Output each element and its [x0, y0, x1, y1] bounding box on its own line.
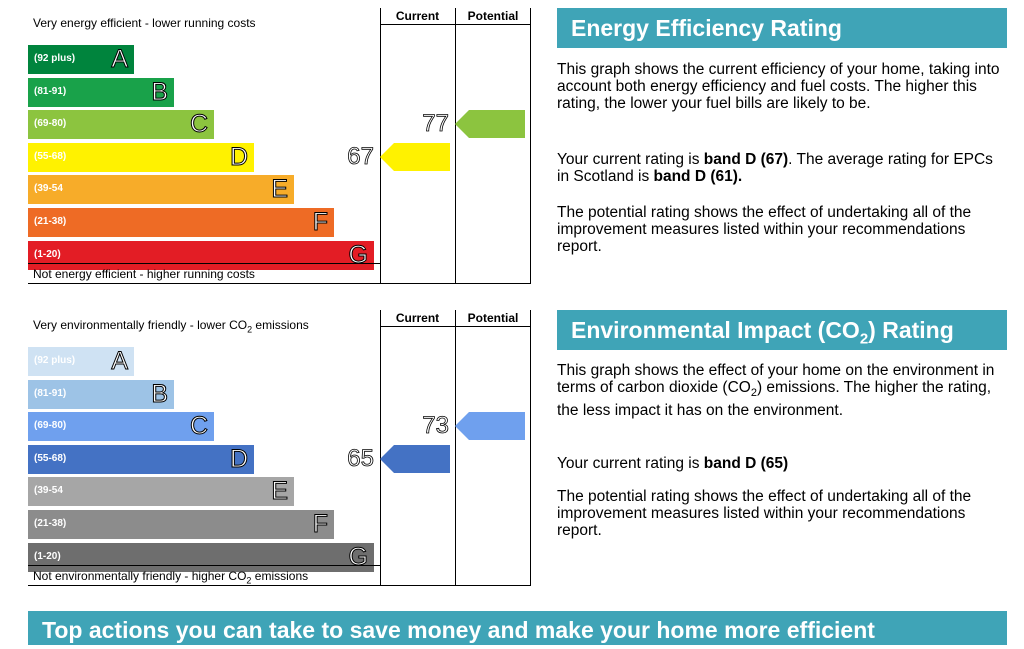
band-range: (21-38) [34, 518, 67, 529]
title-subscript: 2 [859, 330, 869, 348]
potential-rating-value: 77 [422, 110, 449, 138]
band-range: (39-54 [34, 485, 63, 497]
band-letter: D [229, 444, 248, 473]
text-part: This graph shows the effect of your home… [557, 362, 995, 396]
energy-current-rating-text: Your current rating is band D (67). The … [557, 151, 1007, 185]
band-c: (69-80) C [28, 110, 214, 140]
top-actions-heading: Top actions you can take to save money a… [28, 611, 1007, 645]
average-band: band D (61). [653, 168, 743, 185]
bottom-caption-end: emissions [251, 569, 309, 583]
band-range: (1-20) [34, 248, 61, 260]
band-g: (1-20) G [28, 240, 374, 270]
band-c: (69-80) C [28, 412, 214, 442]
band-range: (21-38) [34, 216, 67, 227]
band-range: (55-68) [34, 150, 67, 162]
band-e: (39-54 E [28, 477, 294, 507]
band-letter: G [348, 240, 368, 269]
band-range: (81-91) [34, 387, 67, 399]
text-part: Your current rating is [557, 455, 704, 472]
band-d: (55-68) D [28, 444, 254, 474]
top-caption: Very environmentally friendly - lower CO… [33, 318, 309, 334]
band-range: (69-80) [34, 420, 67, 432]
potential-header: Potential [467, 311, 519, 325]
title-text: Environmental Impact (CO [571, 317, 860, 343]
potential-rating-value: 73 [422, 412, 449, 440]
header-rule [380, 24, 531, 25]
band-a: (92 plus) A [28, 45, 134, 74]
header-rule [380, 326, 531, 327]
band-letter: E [271, 477, 289, 506]
text-part: ) emissions. The higher the rating, the … [557, 379, 992, 420]
band-letter: F [312, 208, 328, 237]
chart-frame [28, 8, 531, 284]
band-a: (92 plus) A [28, 347, 134, 376]
environmental-current-rating-text: Your current rating is band D (65) [557, 455, 1007, 472]
band-letter: D [229, 142, 248, 171]
text-subscript: 2 [750, 387, 757, 400]
band-range: (92 plus) [34, 355, 76, 366]
text-part: . The average rating for EPCs in Scotlan… [557, 151, 993, 185]
environmental-potential-text: The potential rating shows the effect of… [557, 488, 972, 539]
potential-column-divider [455, 8, 456, 284]
band-letter: E [271, 175, 289, 204]
text-part: Your current rating is [557, 151, 704, 168]
current-rating-value: 65 [347, 444, 374, 472]
band-letter: B [151, 77, 169, 106]
band-letter: G [348, 542, 368, 571]
potential-column-divider [455, 310, 456, 586]
band-d: (55-68) D [28, 142, 254, 172]
top-caption-text: Very environmentally friendly - lower CO [33, 318, 248, 332]
band-f: (21-38) F [28, 510, 334, 539]
band-e: (39-54 E [28, 175, 294, 205]
bottom-caption-subscript: 2 [246, 575, 252, 586]
band-range: (55-68) [34, 452, 67, 464]
bottom-caption: Not environmentally friendly - higher CO… [33, 569, 308, 585]
bottom-rule [28, 565, 380, 566]
top-caption: Very energy efficient - lower running co… [33, 16, 256, 30]
band-range: (1-20) [34, 550, 61, 562]
top-caption-end: emissions [252, 318, 309, 332]
band-range: (92 plus) [34, 53, 76, 64]
potential-header: Potential [467, 9, 519, 23]
band-letter: F [312, 510, 328, 539]
environmental-impact-title: Environmental Impact (CO2) Rating [557, 310, 1007, 350]
current-band: band D (67) [703, 151, 789, 168]
current-column-divider [380, 8, 381, 284]
band-b: (81-91) B [28, 379, 174, 409]
band-letter: C [189, 110, 208, 139]
current-header: Current [395, 9, 440, 23]
band-f: (21-38) F [28, 208, 334, 237]
chart-frame [28, 310, 531, 586]
current-header: Current [395, 311, 440, 325]
band-letter: A [111, 45, 129, 74]
energy-efficiency-chart: Current Potential Very energy efficient … [28, 8, 531, 284]
bottom-caption: Not energy efficient - higher running co… [33, 267, 255, 281]
bottom-caption-text: Not environmentally friendly - higher CO [33, 569, 247, 583]
band-b: (81-91) B [28, 77, 174, 107]
band-range: (69-80) [34, 118, 67, 130]
top-caption-subscript: 2 [247, 324, 253, 335]
energy-efficiency-title: Energy Efficiency Rating [557, 8, 1007, 48]
energy-potential-text: The potential rating shows the effect of… [557, 204, 972, 255]
band-letter: C [189, 412, 208, 441]
band-range: (39-54 [34, 183, 63, 195]
environmental-description: This graph shows the effect of your home… [557, 362, 1007, 419]
current-column-divider [380, 310, 381, 586]
environmental-impact-chart: Current Potential Very environmentally f… [28, 310, 531, 586]
current-band: band D (65) [703, 455, 789, 472]
band-range: (81-91) [34, 85, 67, 97]
band-letter: B [151, 379, 169, 408]
title-text-end: ) Rating [868, 317, 954, 343]
band-letter: A [111, 347, 129, 376]
energy-description: This graph shows the current efficiency … [557, 61, 1000, 112]
current-rating-value: 67 [347, 142, 374, 170]
band-g: (1-20) G [28, 542, 374, 572]
bottom-rule [28, 263, 380, 264]
